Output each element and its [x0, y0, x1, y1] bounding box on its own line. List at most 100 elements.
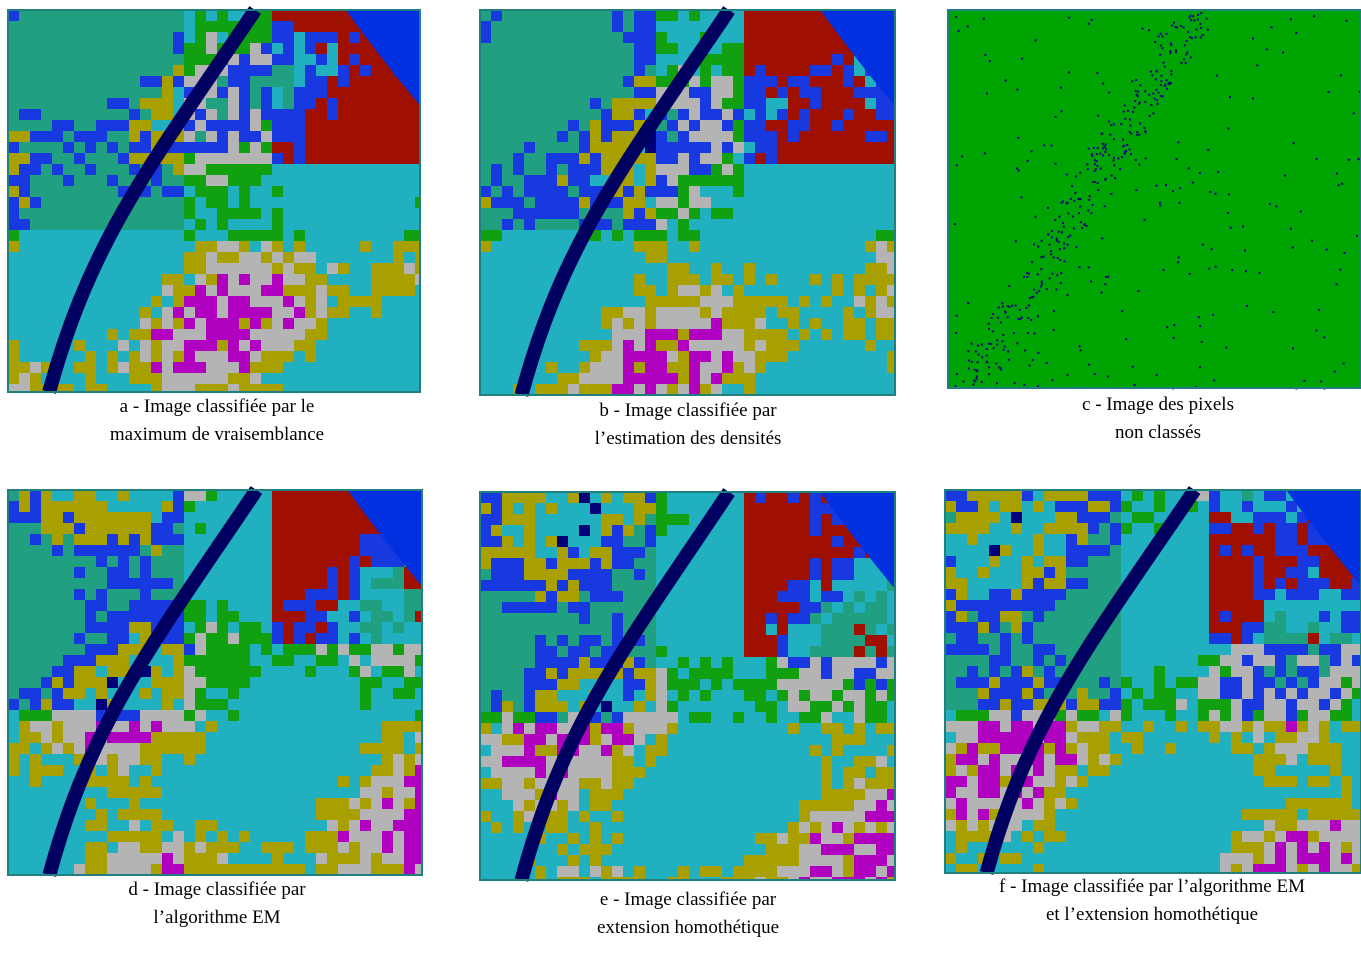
- class-cell: [140, 523, 151, 534]
- class-cell: [623, 32, 634, 43]
- class-cell: [41, 274, 52, 285]
- class-cell: [656, 624, 667, 635]
- class-cell: [118, 318, 129, 329]
- class-cell: [502, 492, 513, 503]
- class-cell: [85, 32, 96, 43]
- class-cell: [327, 633, 338, 644]
- unclassified-pixel: [1133, 107, 1135, 109]
- class-cell: [480, 120, 491, 131]
- class-cell: [480, 296, 491, 307]
- class-cell: [491, 219, 502, 230]
- class-cell: [601, 591, 612, 602]
- class-cell: [678, 175, 689, 186]
- unclassified-pixel: [1177, 261, 1179, 263]
- class-cell: [601, 120, 612, 131]
- class-cell: [404, 787, 415, 798]
- class-cell: [8, 241, 19, 252]
- class-cell: [217, 699, 228, 710]
- class-cell: [513, 241, 524, 252]
- class-cell: [382, 87, 393, 98]
- class-cell: [601, 164, 612, 175]
- class-cell: [305, 186, 316, 197]
- unclassified-pixel: [1216, 75, 1218, 77]
- unclassified-pixel: [1031, 150, 1033, 152]
- class-cell: [360, 153, 371, 164]
- class-cell: [74, 501, 85, 512]
- unclassified-pixel: [1207, 149, 1209, 151]
- class-cell: [645, 340, 656, 351]
- unclassified-pixel: [1105, 276, 1107, 278]
- class-cell: [645, 514, 656, 525]
- class-cell: [546, 602, 557, 613]
- class-cell: [8, 820, 19, 831]
- class-cell: [744, 503, 755, 514]
- unclassified-pixel: [1091, 153, 1093, 155]
- class-cell: [140, 219, 151, 230]
- class-cell: [85, 688, 96, 699]
- class-cell: [140, 241, 151, 252]
- class-cell: [206, 787, 217, 798]
- unclassified-pixel: [1161, 47, 1163, 49]
- class-cell: [612, 43, 623, 54]
- class-cell: [250, 567, 261, 578]
- class-cell: [656, 10, 667, 21]
- class-cell: [568, 43, 579, 54]
- unclassified-pixel: [1200, 37, 1202, 39]
- class-cell: [228, 362, 239, 373]
- class-cell: [645, 21, 656, 32]
- class-cell: [821, 580, 832, 591]
- class-cell: [678, 153, 689, 164]
- class-cell: [656, 613, 667, 624]
- class-cell: [546, 569, 557, 580]
- class-cell: [305, 589, 316, 600]
- class-cell: [799, 274, 810, 285]
- class-cell: [535, 175, 546, 186]
- class-cell: [184, 787, 195, 798]
- class-cell: [30, 743, 41, 754]
- class-cell: [140, 43, 151, 54]
- class-cell: [876, 274, 887, 285]
- class-cell: [568, 373, 579, 384]
- class-cell: [535, 10, 546, 21]
- class-cell: [711, 580, 722, 591]
- class-cell: [777, 252, 788, 263]
- class-cell: [338, 523, 349, 534]
- class-cell: [217, 230, 228, 241]
- class-cell: [118, 351, 129, 362]
- class-cell: [96, 633, 107, 644]
- class-cell: [8, 809, 19, 820]
- class-cell: [41, 787, 52, 798]
- class-cell: [74, 589, 85, 600]
- class-cell: [217, 864, 228, 875]
- class-cell: [327, 655, 338, 666]
- class-cell: [162, 545, 173, 556]
- class-cell: [360, 666, 371, 677]
- class-cell: [151, 241, 162, 252]
- class-cell: [173, 32, 184, 43]
- class-cell: [261, 384, 272, 392]
- class-cell: [228, 318, 239, 329]
- class-cell: [327, 219, 338, 230]
- class-cell: [546, 558, 557, 569]
- unclassified-pixel: [1282, 52, 1284, 54]
- class-cell: [360, 831, 371, 842]
- class-cell: [667, 525, 678, 536]
- unclassified-pixel: [1061, 110, 1063, 112]
- class-cell: [491, 10, 502, 21]
- class-cell: [601, 285, 612, 296]
- class-cell: [316, 787, 327, 798]
- class-cell: [250, 274, 261, 285]
- unclassified-pixel: [993, 347, 995, 349]
- unclassified-pixel: [1227, 127, 1229, 129]
- class-cell: [283, 43, 294, 54]
- class-cell: [184, 296, 195, 307]
- class-cell: [173, 340, 184, 351]
- class-cell: [52, 754, 63, 765]
- class-cell: [272, 285, 283, 296]
- unclassified-pixel: [1304, 380, 1306, 382]
- class-cell: [821, 142, 832, 153]
- class-cell: [283, 677, 294, 688]
- class-cell: [766, 492, 777, 503]
- class-cell: [96, 666, 107, 677]
- class-cell: [513, 54, 524, 65]
